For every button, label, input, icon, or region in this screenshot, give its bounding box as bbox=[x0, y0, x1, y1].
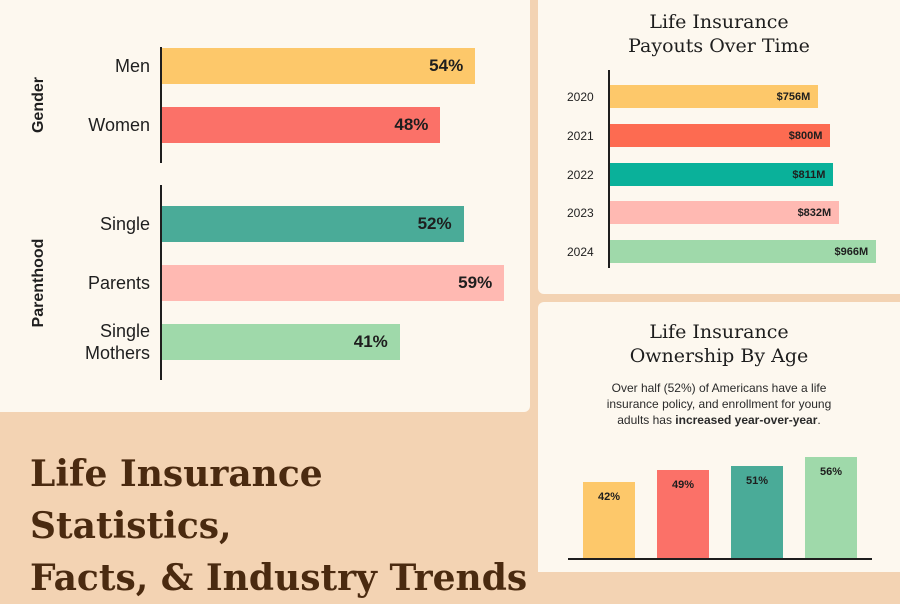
category-label-men: Men bbox=[114, 56, 150, 76]
ownership-description-end: . bbox=[817, 413, 821, 427]
payouts-title-line1: Life Insurance bbox=[649, 11, 789, 33]
payouts-axis bbox=[608, 70, 610, 268]
payout-bar-2022: $811M bbox=[610, 163, 834, 186]
age-bar-value-2: 49% bbox=[671, 478, 695, 491]
year-label-2021: 2021 bbox=[567, 129, 594, 143]
payout-value-2024: $966M bbox=[834, 245, 869, 258]
age-bar-value-1: 42% bbox=[597, 491, 621, 504]
age-bar-3: 51% bbox=[731, 466, 783, 558]
payout-bar-2024: $966M bbox=[610, 240, 877, 263]
bar-value-single: 52% bbox=[417, 214, 452, 233]
ownership-title-line2: Ownership By Age bbox=[629, 345, 809, 367]
bar-single-mothers: 41% bbox=[162, 324, 400, 360]
payout-value-2021: $800M bbox=[788, 129, 823, 142]
age-bar-2: 49% bbox=[657, 469, 709, 558]
bar-single: 52% bbox=[162, 206, 464, 242]
payout-value-2020: $756M bbox=[776, 90, 811, 103]
bar-value-women: 48% bbox=[394, 115, 429, 134]
category-label-single: Single bbox=[99, 214, 150, 234]
axis-parenthood bbox=[160, 185, 162, 380]
bar-women: 48% bbox=[162, 107, 441, 143]
bar-parents: 59% bbox=[162, 265, 505, 301]
ownership-title-line1: Life Insurance bbox=[649, 321, 789, 343]
payout-value-2022: $811M bbox=[792, 168, 826, 181]
year-label-2022: 2022 bbox=[567, 168, 594, 182]
axis-gender bbox=[160, 47, 162, 163]
ownership-description: Over half (52%) of Americans have a life… bbox=[604, 380, 834, 428]
payout-bar-2023: $832M bbox=[610, 201, 840, 224]
bar-value-men: 54% bbox=[429, 56, 464, 75]
age-bar-value-4: 56% bbox=[819, 466, 843, 479]
demographics-chart: Gender Men 54% Women 48% Parenthood Single 52% P… bbox=[0, 0, 530, 412]
category-label-women: Women bbox=[88, 115, 150, 135]
age-bar-4: 56% bbox=[805, 457, 857, 558]
ownership-baseline bbox=[568, 558, 872, 560]
category-label-parents: Parents bbox=[87, 273, 150, 293]
main-title: Life Insurance Statistics, Facts, & Indu… bbox=[30, 448, 530, 604]
payouts-title: Life Insurance Payouts Over Time bbox=[538, 10, 900, 58]
ownership-by-age-chart: Life Insurance Ownership By Age Over hal… bbox=[538, 302, 900, 572]
ownership-description-text: Over half (52%) of Americans have a life… bbox=[606, 381, 832, 427]
main-title-line1: Life Insurance Statistics, bbox=[30, 453, 323, 547]
age-bar-1: 42% bbox=[583, 482, 635, 558]
year-label-2024: 2024 bbox=[567, 245, 594, 259]
year-label-2020: 2020 bbox=[567, 90, 594, 104]
payout-value-2023: $832M bbox=[797, 206, 832, 219]
main-title-line2: Facts, & Industry Trends bbox=[30, 557, 528, 599]
bar-value-parents: 59% bbox=[458, 273, 493, 292]
year-label-2023: 2023 bbox=[567, 206, 594, 220]
payouts-chart: Life Insurance Payouts Over Time 2020 $75… bbox=[538, 0, 900, 294]
ownership-description-bold: increased year-over-year bbox=[675, 413, 818, 427]
ownership-title: Life Insurance Ownership By Age bbox=[538, 320, 900, 368]
payout-bar-2020: $756M bbox=[610, 85, 819, 108]
age-bar-value-3: 51% bbox=[745, 475, 769, 488]
category-label-single-mothers: Single Mothers bbox=[84, 321, 150, 363]
bar-value-single-mothers: 41% bbox=[353, 332, 388, 351]
payout-bar-2021: $800M bbox=[610, 124, 831, 147]
payouts-title-line2: Payouts Over Time bbox=[628, 35, 810, 57]
bar-men: 54% bbox=[162, 48, 476, 84]
